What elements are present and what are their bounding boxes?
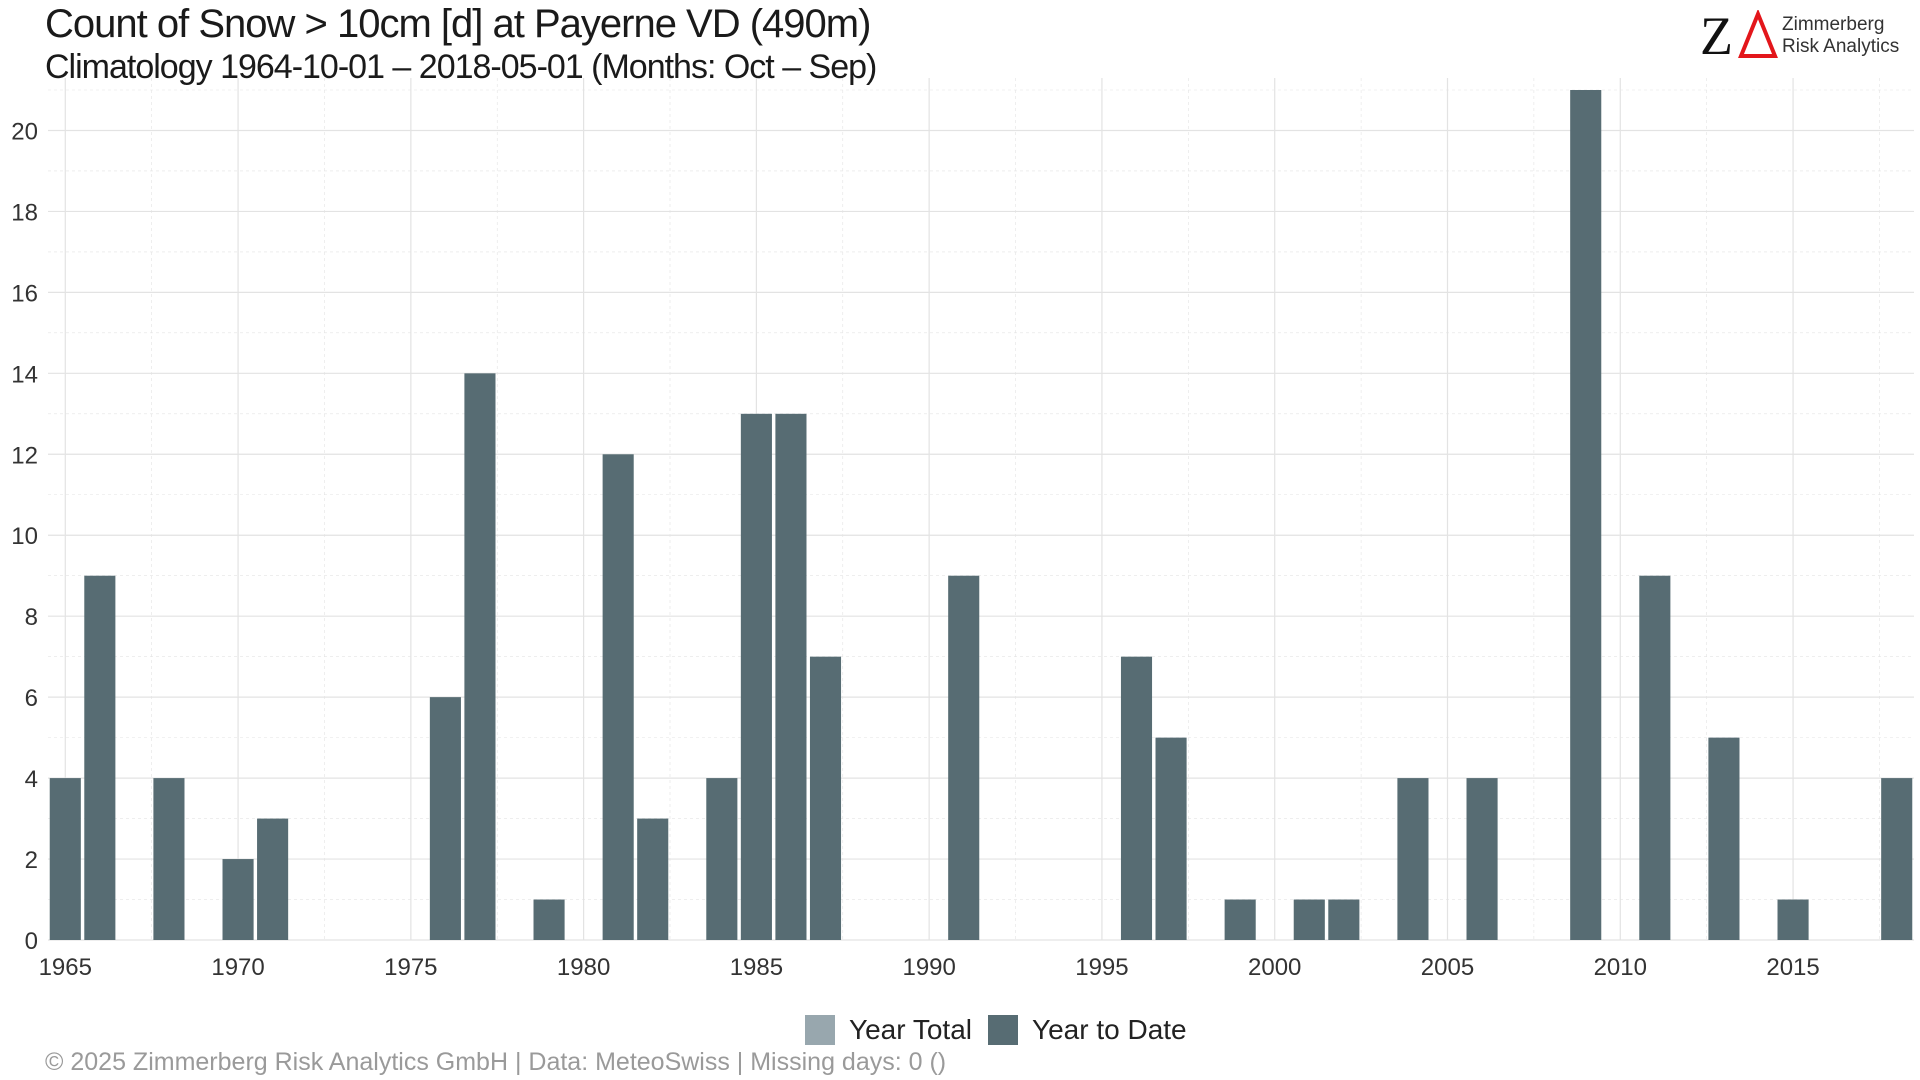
logo-text: Zimmerberg Risk Analytics xyxy=(1782,14,1899,58)
bar xyxy=(602,454,634,940)
bar-chart: 0 2 4 6 8 10 12 14 16 18 20 1965 1970 1975 1980 1985 199… xyxy=(11,78,1914,981)
company-logo: Z Zimmerberg Risk Analytics xyxy=(1700,6,1910,66)
bar xyxy=(775,413,807,940)
x-tick-label: 1990 xyxy=(902,954,955,981)
y-tick-label: 12 xyxy=(11,442,38,469)
x-tick-label: 1970 xyxy=(211,954,264,981)
legend-item-year-to-date: Year to Date xyxy=(988,1014,1187,1046)
copyright-caption: © 2025 Zimmerberg Risk Analytics GmbH | … xyxy=(45,1048,947,1076)
bar xyxy=(222,859,254,940)
y-tick-label: 6 xyxy=(25,685,38,712)
bar xyxy=(49,778,81,940)
bar xyxy=(948,575,980,940)
bar xyxy=(1881,778,1913,940)
y-tick-label: 14 xyxy=(11,361,38,388)
bar xyxy=(809,656,842,940)
bar xyxy=(740,413,772,940)
x-tick-label: 2015 xyxy=(1766,954,1819,981)
y-tick-label: 0 xyxy=(25,928,38,955)
legend: Year Total Year to Date xyxy=(805,1012,1203,1048)
logo-line-1: Zimmerberg xyxy=(1782,14,1885,35)
x-tick-label: 1980 xyxy=(557,954,610,981)
chart-title: Count of Snow > 10cm [d] at Payerne VD (… xyxy=(45,2,871,46)
x-tick-label: 1965 xyxy=(39,954,92,981)
x-tick-label: 1995 xyxy=(1075,954,1128,981)
legend-swatch-year-to-date xyxy=(988,1015,1018,1045)
legend-label-year-to-date: Year to Date xyxy=(1032,1014,1187,1045)
x-tick-label: 2010 xyxy=(1594,954,1647,981)
bar xyxy=(637,818,669,940)
chart-subtitle: Climatology 1964-10-01 – 2018-05-01 (Mon… xyxy=(45,48,877,86)
y-tick-label: 20 xyxy=(11,118,38,145)
y-tick-label: 2 xyxy=(25,847,38,874)
legend-swatch-year-total xyxy=(805,1015,835,1045)
legend-label-year-total: Year Total xyxy=(849,1014,972,1045)
bar xyxy=(1120,656,1153,940)
bar xyxy=(1224,899,1256,940)
bar xyxy=(1570,90,1602,940)
logo-z-letter: Z xyxy=(1700,6,1733,66)
bar xyxy=(1639,575,1671,940)
x-tick-label: 2005 xyxy=(1421,954,1474,981)
x-tick-label: 1975 xyxy=(384,954,437,981)
bar xyxy=(533,899,565,940)
y-tick-label: 18 xyxy=(11,199,38,226)
bar xyxy=(1397,778,1429,940)
bar xyxy=(464,373,496,940)
bar xyxy=(429,697,461,940)
bar xyxy=(1708,737,1740,940)
legend-item-year-total: Year Total xyxy=(805,1014,972,1046)
x-tick-label: 1985 xyxy=(730,954,783,981)
x-tick-label: 2000 xyxy=(1248,954,1301,981)
bar xyxy=(1777,899,1809,940)
bar xyxy=(1155,737,1187,940)
bar xyxy=(1466,778,1498,940)
y-tick-label: 8 xyxy=(25,604,38,631)
y-tick-label: 16 xyxy=(11,280,38,307)
logo-triangle-icon xyxy=(1738,10,1778,58)
logo-line-2: Risk Analytics xyxy=(1782,36,1900,57)
bar xyxy=(706,778,738,940)
bar xyxy=(84,575,116,940)
bar xyxy=(1328,899,1360,940)
y-tick-label: 4 xyxy=(25,766,38,793)
bar xyxy=(1293,899,1325,940)
bar xyxy=(153,778,185,940)
y-tick-label: 10 xyxy=(11,523,38,550)
bar xyxy=(257,818,289,940)
